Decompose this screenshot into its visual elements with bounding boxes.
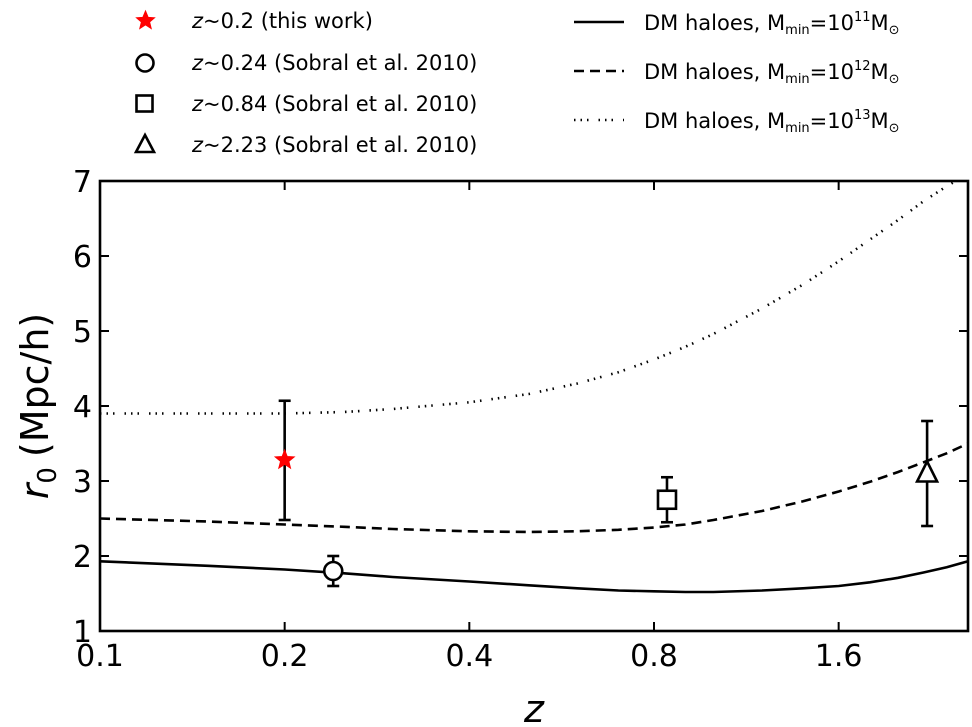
x-axis-label: z — [523, 687, 545, 727]
legend: z~0.2 (this work) z~0.24 (Sobral et al. … — [133, 9, 900, 157]
legend-marker-triangle — [133, 132, 157, 154]
y-tick-label: 5 — [73, 315, 92, 350]
y-tick-label: 6 — [73, 240, 92, 275]
legend-marker-square — [135, 94, 154, 113]
ticks-layer: 1 2 3 4 5 6 7 0.1 0.2 0.4 0.8 1.6 — [73, 165, 968, 674]
y-tick-label: 4 — [73, 390, 92, 425]
series-line-s13 — [100, 181, 959, 415]
data-point-p2 — [656, 489, 678, 511]
x-tick-label: 1.6 — [815, 639, 863, 674]
y-tick-label: 1 — [73, 615, 92, 650]
legend-label-s13: DM haloes, Mmin=1013M⊙ — [644, 108, 900, 136]
legend-marker-star — [135, 9, 156, 30]
legend-item-s12: DM haloes, Mmin=1012M⊙ — [574, 59, 900, 87]
x-tick-label: 0.1 — [76, 639, 124, 674]
x-tick-label: 0.8 — [630, 639, 678, 674]
legend-label-s12: DM haloes, Mmin=1012M⊙ — [644, 59, 900, 87]
y-axis-label: r0(Mpc/h) — [13, 313, 63, 500]
series-layer — [100, 181, 968, 594]
data-point-p0 — [273, 448, 296, 470]
y-tick-label: 2 — [73, 540, 92, 575]
data-point-p1 — [322, 560, 344, 582]
legend-item-s13: DM haloes, Mmin=1013M⊙ — [574, 108, 900, 136]
data-point-p3 — [914, 458, 940, 483]
series-line-s11 — [100, 560, 968, 594]
legend-item-p1: z~0.24 (Sobral et al. 2010) — [135, 51, 477, 75]
y-tick-label: 7 — [73, 165, 92, 200]
legend-item-p2: z~0.84 (Sobral et al. 2010) — [135, 92, 477, 116]
series-line-s12 — [100, 442, 968, 534]
plot-frame — [98, 179, 970, 633]
points-layer — [273, 399, 940, 588]
legend-item-s11: DM haloes, Mmin=1011M⊙ — [574, 10, 900, 38]
legend-item-p3: z~2.23 (Sobral et al. 2010) — [133, 132, 477, 157]
legend-item-p0: z~0.2 (this work) — [135, 9, 373, 33]
x-tick-label: 0.4 — [445, 639, 493, 674]
legend-label-p2: z~0.84 (Sobral et al. 2010) — [191, 92, 477, 116]
legend-label-p3: z~2.23 (Sobral et al. 2010) — [191, 133, 477, 157]
legend-label-p1: z~0.24 (Sobral et al. 2010) — [191, 51, 477, 75]
legend-marker-circle — [135, 53, 155, 73]
legend-label-p0: z~0.2 (this work) — [191, 9, 373, 33]
y-tick-label: 3 — [73, 465, 92, 500]
legend-label-s11: DM haloes, Mmin=1011M⊙ — [644, 10, 900, 38]
x-tick-label: 0.2 — [261, 639, 309, 674]
